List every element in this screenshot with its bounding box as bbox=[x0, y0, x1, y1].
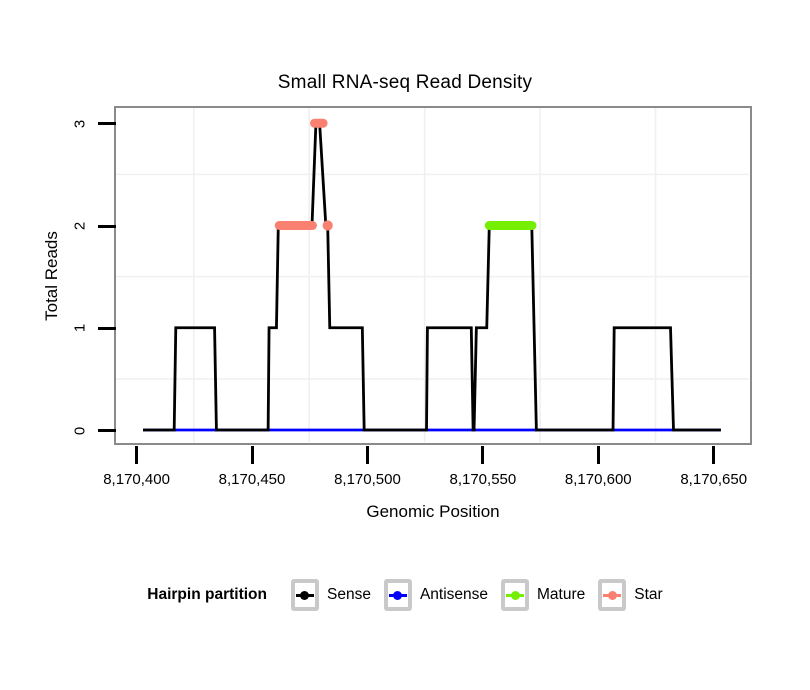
y-tick-label: 1 bbox=[71, 324, 89, 333]
legend-entry-sense: Sense bbox=[290, 579, 371, 611]
x-tick-label: 8,170,450 bbox=[218, 471, 286, 488]
legend-title: Hairpin partition bbox=[147, 586, 267, 603]
legend-key-icon bbox=[501, 579, 530, 611]
series-sense-line bbox=[143, 121, 721, 432]
legend-key-icon bbox=[290, 579, 319, 611]
chart-title: Small RNA-seq Read Density bbox=[277, 72, 533, 93]
legend-entry-star: Star bbox=[598, 579, 663, 611]
x-tick-label: 8,170,600 bbox=[564, 471, 632, 488]
series-star-point bbox=[322, 220, 333, 231]
legend: Hairpin partition Sense Antisense Mature St… bbox=[0, 579, 810, 611]
plot-panel bbox=[114, 106, 752, 445]
y-tick-mark bbox=[98, 224, 116, 228]
legend-dot-swatch bbox=[510, 590, 520, 600]
y-tick-mark bbox=[98, 122, 116, 126]
legend-key-icon bbox=[383, 579, 412, 611]
x-tick-label: 8,170,500 bbox=[334, 471, 401, 488]
x-tick-mark bbox=[596, 446, 600, 464]
x-tick-mark bbox=[712, 446, 716, 464]
plot-area bbox=[116, 108, 749, 442]
x-tick-mark bbox=[481, 446, 485, 464]
x-tick-mark bbox=[250, 446, 254, 464]
legend-label: Star bbox=[634, 586, 663, 603]
x-tick-label: 8,170,400 bbox=[103, 471, 170, 488]
legend-label: Antisense bbox=[419, 586, 489, 603]
y-tick-label: 0 bbox=[71, 426, 89, 435]
y-tick-label: 3 bbox=[71, 119, 89, 128]
legend-label: Sense bbox=[326, 586, 371, 603]
legend-entry-mature: Mature bbox=[501, 579, 585, 611]
legend-label: Mature bbox=[537, 586, 586, 603]
y-tick-label: 2 bbox=[71, 221, 89, 231]
y-tick-mark bbox=[98, 429, 116, 433]
legend-dot-swatch bbox=[300, 590, 310, 600]
legend-dot-swatch bbox=[607, 590, 617, 600]
legend-dot-swatch bbox=[393, 590, 403, 600]
y-tick-mark bbox=[98, 326, 116, 330]
legend-entry-antisense: Antisense bbox=[383, 579, 489, 611]
y-axis-label: Total Reads bbox=[42, 231, 61, 321]
x-tick-label: 8,170,550 bbox=[449, 471, 517, 488]
x-tick-label: 8,170,650 bbox=[680, 471, 748, 488]
x-tick-mark bbox=[135, 446, 139, 464]
legend-key-icon bbox=[598, 579, 627, 611]
x-tick-mark bbox=[365, 446, 369, 464]
legend-entries: Sense Antisense Mature Star bbox=[290, 579, 663, 611]
x-axis-label: Genomic Position bbox=[366, 502, 500, 521]
